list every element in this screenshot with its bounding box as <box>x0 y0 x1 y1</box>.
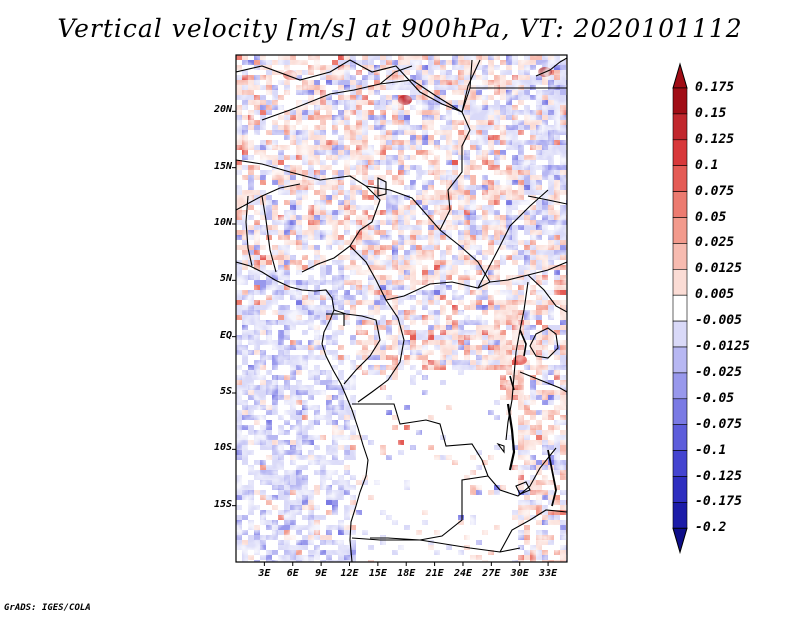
colorbar-label: -0.175 <box>695 494 742 510</box>
colorbar-segment <box>672 398 688 425</box>
lon-label: 33E <box>539 568 558 579</box>
border-zambia-south <box>499 509 567 553</box>
lon-label: 3E <box>258 568 271 579</box>
border-tanzania <box>519 371 567 393</box>
colorbar-label: 0.0125 <box>695 261 742 277</box>
colorbar-label: -0.025 <box>695 364 742 380</box>
lat-label: 5S <box>219 386 232 397</box>
colorbar-label: -0.05 <box>695 390 735 406</box>
colorbar-segment <box>672 217 688 244</box>
colorbar-segment <box>672 424 688 451</box>
lake-victoria <box>529 327 559 359</box>
colorbar-label: -0.0125 <box>695 339 750 354</box>
lon-label: 9E <box>315 568 328 579</box>
colorbar-segment <box>672 87 688 115</box>
colorbar-top-arrow <box>672 62 688 89</box>
border-niger <box>261 79 463 121</box>
border-ethiopia <box>527 195 567 205</box>
velocity-field <box>236 55 567 562</box>
lon-label: 18E <box>397 568 416 579</box>
colorbar-segment <box>672 320 688 348</box>
plot-title: Vertical velocity [m/s] at 900hPa, VT: 2… <box>57 14 743 43</box>
colorbar-bottom-arrow <box>672 527 688 555</box>
coastline-west-africa <box>236 261 369 562</box>
grads-credit: GrADS: IGES/COLA <box>4 603 91 613</box>
colorbar-label: -0.005 <box>695 313 742 329</box>
colorbar-label: -0.075 <box>695 416 742 432</box>
colorbar-label: 0.125 <box>695 131 735 147</box>
colorbar-segment <box>672 191 688 218</box>
colorbar-label: 0.05 <box>695 209 727 225</box>
colorbar-segment <box>672 346 688 374</box>
colorbar-segment <box>672 165 688 192</box>
lat-label: 15S <box>213 498 232 510</box>
colorbar-segment <box>672 294 688 322</box>
colorbar-label: 0.005 <box>695 287 735 303</box>
colorbar-segment <box>672 502 688 529</box>
map-frame <box>235 54 568 563</box>
border-drc-congo <box>357 299 405 403</box>
colorbar-segment <box>672 476 688 503</box>
border-uganda-kenya <box>527 274 567 313</box>
colorbar-segment <box>672 243 688 270</box>
lon-label: 24E <box>453 568 472 579</box>
lat-label: 10S <box>213 442 232 454</box>
colorbar-label: 0.15 <box>695 105 727 121</box>
lon-label: 6E <box>286 568 299 579</box>
colorbar-label: 0.1 <box>695 157 719 173</box>
border-gabon-congo <box>333 309 381 385</box>
border-chad <box>439 111 491 283</box>
lake-mweru <box>496 442 505 454</box>
axis-ticks <box>232 110 549 566</box>
lon-label: 30E <box>510 568 529 579</box>
border-angola-north <box>352 403 489 477</box>
border-angola-east <box>370 475 489 541</box>
lake-albert <box>519 329 527 357</box>
lake-tanganyika <box>506 403 516 471</box>
lat-label: 10N <box>213 217 232 228</box>
border-eq-guinea <box>326 313 345 326</box>
border-cameroon-car <box>349 245 491 301</box>
red-sea-coast <box>535 57 567 77</box>
lon-label: 12E <box>340 568 359 579</box>
lake-chad <box>377 177 387 197</box>
lat-label: 15N <box>213 160 232 172</box>
border-burkina <box>236 183 301 211</box>
lake-kariba <box>515 481 531 495</box>
lake-malawi <box>547 449 557 507</box>
border-sudan-egypt <box>469 59 473 89</box>
colorbar-segment <box>672 450 688 477</box>
lake-kivu <box>509 375 515 391</box>
lon-label: 27E <box>482 568 501 579</box>
border-togo-ghana <box>245 195 253 267</box>
colorbar-label: -0.125 <box>695 468 742 484</box>
colorbar-segment <box>672 139 688 167</box>
colorbar-segment <box>672 113 688 141</box>
border-zambia <box>487 447 557 497</box>
country-borders <box>236 57 567 562</box>
border-libya-chad <box>379 65 413 85</box>
lon-label: 15E <box>368 568 387 579</box>
colorbar-label: 0.075 <box>695 183 735 199</box>
border-benin-togo <box>261 195 277 273</box>
lat-label: EQ <box>219 329 232 341</box>
colorbar <box>672 62 688 555</box>
colorbar-label: -0.1 <box>695 442 727 458</box>
lat-label: 5N <box>219 273 232 285</box>
border-drc-east <box>505 281 529 441</box>
colorbar-label: 0.175 <box>695 80 735 95</box>
lat-label: 20N <box>213 104 232 116</box>
border-nigeria <box>236 159 381 273</box>
lon-label: 21E <box>425 568 444 579</box>
border-namibia <box>351 537 521 553</box>
colorbar-label: 0.025 <box>695 235 735 251</box>
colorbar-label: -0.2 <box>695 520 727 536</box>
border-sudan-chad <box>477 189 549 289</box>
colorbar-segment <box>672 372 688 400</box>
colorbar-segment <box>672 268 688 296</box>
